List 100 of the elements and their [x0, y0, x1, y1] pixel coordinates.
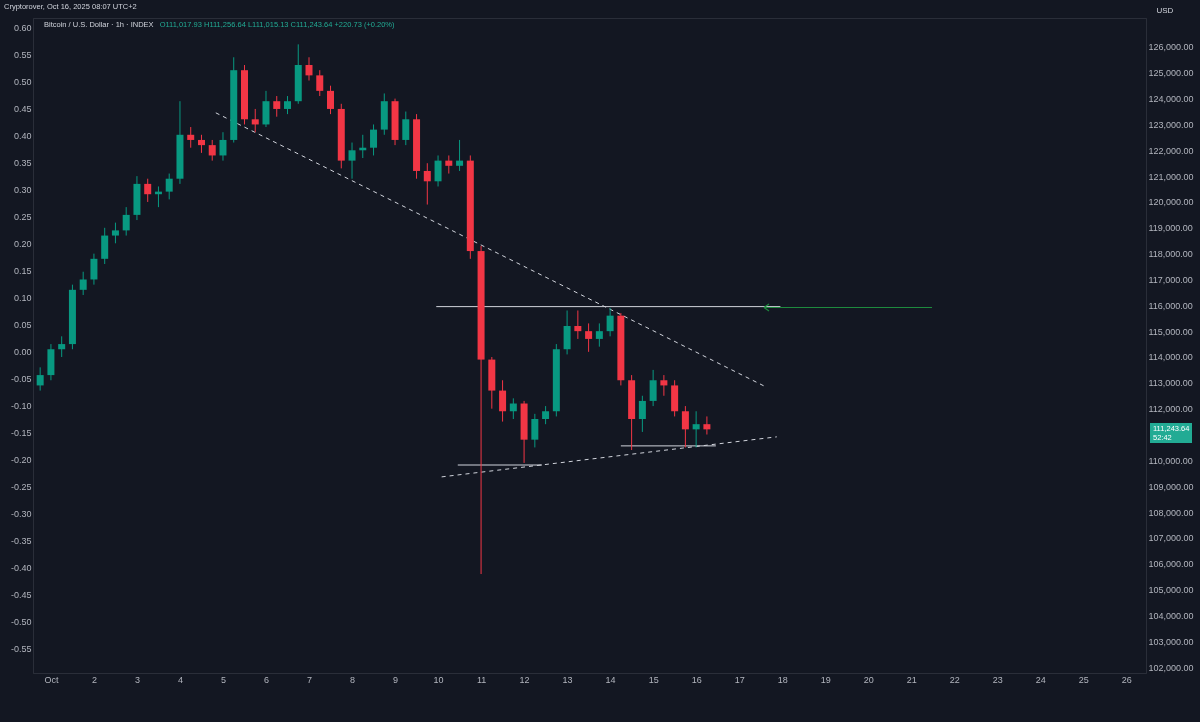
- y2-tick-label: -0.20: [10, 454, 32, 465]
- y2-tick-label: -0.40: [10, 562, 32, 573]
- x-tick-label: 10: [433, 674, 444, 685]
- candlestick: [144, 178, 152, 203]
- y2-tick-label: -0.05: [10, 373, 32, 384]
- candlestick: [681, 405, 689, 448]
- candlestick: [456, 139, 464, 172]
- y-tick-label: 116,000.00: [1148, 300, 1193, 311]
- candlestick: [111, 222, 119, 244]
- candlestick: [660, 374, 668, 397]
- y-axis-title: USD: [1156, 5, 1174, 15]
- candlestick: [595, 322, 603, 348]
- candlestick: [101, 227, 109, 265]
- x-tick-label: 15: [648, 674, 659, 685]
- candlestick: [187, 126, 195, 149]
- candlestick: [531, 413, 539, 448]
- y-tick-label: 114,000.00: [1148, 352, 1193, 363]
- y2-tick-label: -0.55: [10, 643, 32, 654]
- x-tick-label: 2: [91, 674, 97, 685]
- candlestick: [692, 410, 700, 448]
- x-tick-label: 17: [734, 674, 745, 685]
- x-tick-label: 3: [134, 674, 140, 685]
- candlestick: [574, 309, 582, 340]
- candlestick: [649, 369, 657, 407]
- y2-tick-label: 0.45: [13, 103, 32, 114]
- x-tick-label: Oct: [44, 674, 59, 685]
- y-tick-label: 109,000.00: [1148, 481, 1194, 492]
- y-tick-label: 117,000.00: [1148, 274, 1193, 285]
- y-tick-label: 107,000.00: [1148, 533, 1194, 544]
- y2-tick-label: -0.35: [10, 535, 32, 546]
- candlestick: [423, 162, 431, 206]
- candlestick: [499, 379, 507, 423]
- candlestick: [36, 366, 44, 392]
- candlestick: [509, 397, 517, 420]
- y-tick-label: 121,000.00: [1148, 171, 1194, 182]
- x-tick-label: 22: [949, 674, 960, 685]
- x-tick-label: 4: [177, 674, 183, 685]
- candlestick: [208, 139, 216, 162]
- x-tick-label: 20: [863, 674, 874, 685]
- x-tick-label: 18: [777, 674, 788, 685]
- y-tick-label: 115,000.00: [1148, 326, 1193, 337]
- x-tick-label: 8: [350, 674, 356, 685]
- x-tick-label: 13: [562, 674, 573, 685]
- candlestick: [370, 123, 378, 156]
- candlestick: [316, 69, 324, 97]
- y2-tick-label: 0.05: [13, 319, 32, 330]
- x-tick-label: 12: [519, 674, 530, 685]
- y2-tick-label: 0.50: [13, 76, 32, 87]
- y2-tick-label: -0.45: [10, 589, 32, 600]
- y2-tick-label: 0.55: [13, 49, 32, 60]
- candlestick: [90, 253, 98, 286]
- candlestick: [58, 335, 66, 358]
- candlestick: [638, 395, 646, 433]
- y-tick-label: 112,000.00: [1148, 404, 1193, 415]
- candlestick: [284, 95, 291, 115]
- x-tick-label: 7: [307, 674, 313, 685]
- candlestick: [251, 108, 259, 133]
- y2-tick-label: 0.40: [13, 130, 32, 141]
- y-tick-label: 124,000.00: [1148, 94, 1194, 105]
- y-tick-label: 119,000.00: [1148, 223, 1193, 234]
- candlestick: [563, 309, 571, 355]
- candlestick: [585, 322, 593, 353]
- y2-tick-label: 0.10: [13, 292, 32, 303]
- candlestick: [262, 90, 270, 128]
- y-tick-label: 120,000.00: [1148, 197, 1194, 208]
- x-tick-label: 23: [992, 674, 1003, 685]
- candlestick: [434, 154, 442, 187]
- y2-tick-label: 0.20: [13, 238, 32, 249]
- x-tick-label: 9: [393, 674, 399, 685]
- x-tick-label: 11: [476, 674, 487, 685]
- candlestick: [542, 405, 550, 425]
- candlestick: [703, 415, 711, 436]
- y2-tick-label: -0.15: [10, 427, 32, 438]
- y2-tick-label: 0.35: [13, 157, 32, 168]
- y-tick-label: 103,000.00: [1148, 636, 1194, 647]
- y-tick-label: 125,000.00: [1148, 68, 1194, 79]
- y-tick-label: 113,000.00: [1148, 378, 1193, 389]
- x-tick-label: 26: [1121, 674, 1132, 685]
- y2-tick-label: -0.50: [10, 616, 32, 627]
- candlestick: [122, 206, 130, 237]
- x-tick-label: 16: [691, 674, 702, 685]
- y2-tick-label: -0.30: [10, 508, 32, 519]
- y-tick-label: 104,000.00: [1148, 610, 1194, 621]
- x-tick-label: 19: [820, 674, 831, 685]
- y-tick-label: 118,000.00: [1148, 249, 1193, 260]
- candlestick: [606, 307, 614, 337]
- x-tick-label: 21: [906, 674, 917, 685]
- y2-tick-label: -0.25: [10, 481, 32, 492]
- candlestick: [445, 154, 453, 175]
- y2-tick-label: 0.25: [13, 211, 32, 222]
- candlestick: [327, 85, 335, 115]
- y2-tick-label: 0.15: [13, 265, 32, 276]
- y2-tick-label: 0.60: [13, 22, 32, 33]
- y2-tick-label: -0.10: [10, 400, 32, 411]
- y-tick-label: 123,000.00: [1148, 119, 1194, 130]
- y-tick-label: 122,000.00: [1148, 145, 1194, 156]
- candlestick: [305, 56, 313, 82]
- x-tick-label: 14: [605, 674, 616, 685]
- y-tick-label: 108,000.00: [1148, 507, 1194, 518]
- y-tick-label: 102,000.00: [1148, 662, 1194, 673]
